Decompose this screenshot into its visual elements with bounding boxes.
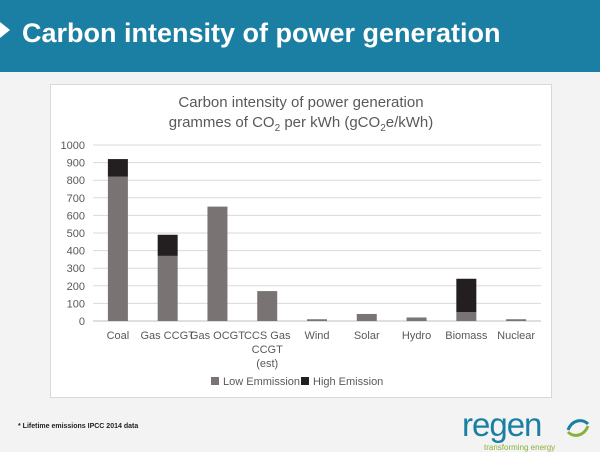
y-tick-label: 100 — [67, 298, 85, 310]
chart-title-line2: grammes of CO2 per kWh (gCO2e/kWh) — [169, 114, 434, 134]
chart-title-line2-sub2: 2 — [380, 123, 386, 134]
y-tick-label: 500 — [67, 228, 85, 240]
chart-title-line2-part2: per kWh (gCO — [280, 114, 380, 131]
y-tick-label: 200 — [67, 281, 85, 293]
x-tick-label: Hydro — [402, 330, 431, 342]
logo-tagline: transforming energy — [484, 443, 556, 452]
x-tick-label: Wind — [304, 330, 329, 342]
bar-low — [207, 206, 228, 321]
bar-low — [406, 317, 427, 321]
x-tick-label: Gas CCGT — [140, 330, 195, 342]
legend-label: Low Emmission — [223, 376, 300, 388]
y-tick-label: 600 — [67, 210, 85, 222]
chart-title-line2-part3: e/kWh) — [386, 114, 434, 131]
y-tick-label: 0 — [79, 316, 85, 328]
y-tick-label: 400 — [67, 246, 85, 258]
regen-logo: regen transforming energy — [462, 406, 592, 452]
y-tick-label: 300 — [67, 263, 85, 275]
bar-low — [157, 255, 178, 321]
chart-title-line2-part1: grammes of CO — [169, 114, 275, 131]
x-tick-label: (est) — [256, 358, 278, 370]
bar-low — [107, 176, 128, 321]
y-tick-label: 900 — [67, 158, 85, 170]
header-bar: Carbon intensity of power generation — [0, 0, 600, 72]
x-tick-label: Solar — [354, 330, 380, 342]
chart-panel: Carbon intensity of power generation gra… — [50, 84, 552, 398]
footnote: * Lifetime emissions IPCC 2014 data — [18, 423, 139, 430]
x-tick-label: CCGT — [252, 344, 283, 356]
y-tick-label: 800 — [67, 175, 85, 187]
bar-high — [107, 159, 128, 177]
bar-low — [356, 313, 377, 321]
slide-title: Carbon intensity of power generation — [22, 18, 501, 48]
bar-high — [456, 278, 477, 313]
y-tick-labels: 0 100 200 300 400 500 600 700 800 900 1000 — [61, 140, 85, 328]
bar-low — [257, 291, 278, 321]
x-tick-label: Gas OCGT — [190, 330, 245, 342]
chart-title-line2-sub1: 2 — [275, 123, 281, 134]
x-tick-label: Biomass — [445, 330, 488, 342]
legend-label: High Emission — [313, 376, 383, 388]
bar-low — [307, 319, 327, 321]
triangle-right-icon — [0, 22, 10, 38]
x-tick-label: CCS Gas — [244, 330, 291, 342]
chart-title-line1: Carbon intensity of power generation — [178, 94, 423, 111]
logo-word: regen — [462, 406, 542, 443]
bar-low — [456, 312, 477, 321]
bar-low — [506, 319, 527, 321]
y-tick-label: 1000 — [61, 140, 85, 152]
legend-swatch — [301, 377, 309, 385]
bar-high — [157, 234, 178, 256]
x-tick-label: Coal — [107, 330, 130, 342]
legend: Low Emmission High Emission — [211, 376, 383, 388]
y-tick-label: 700 — [67, 193, 85, 205]
legend-swatch — [211, 377, 219, 385]
swirl-icon — [566, 419, 590, 437]
bar-chart: Carbon intensity of power generation gra… — [61, 94, 541, 388]
bars — [107, 159, 527, 321]
x-tick-label: Nuclear — [497, 330, 535, 342]
